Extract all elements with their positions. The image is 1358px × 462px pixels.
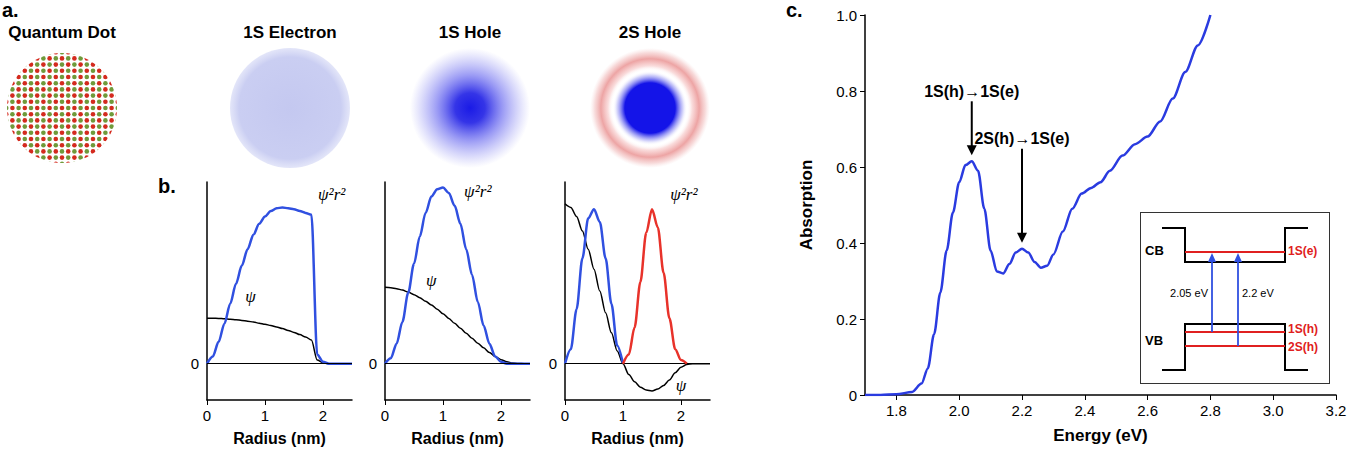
svg-text:2: 2 — [497, 407, 505, 424]
svg-text:1S(e): 1S(e) — [1288, 244, 1317, 258]
svg-text:0.8: 0.8 — [836, 83, 857, 100]
svg-text:1.0: 1.0 — [836, 7, 857, 24]
svg-text:VB: VB — [1145, 333, 1163, 348]
svg-text:Radius (nm): Radius (nm) — [411, 430, 503, 447]
html-text:a.: a. — [2, 0, 19, 21]
html-text:b.: b. — [158, 175, 176, 197]
html-text:c.: c. — [786, 0, 803, 21]
svg-text:CB: CB — [1145, 243, 1164, 258]
svg-text:2S Hole: 2S Hole — [619, 23, 681, 42]
svg-text:1.8: 1.8 — [886, 402, 907, 419]
svg-text:Energy (eV): Energy (eV) — [1053, 426, 1147, 445]
svg-text:0: 0 — [549, 355, 557, 372]
svg-text:ψ²r²: ψ²r² — [318, 185, 346, 204]
svg-text:2.05 eV: 2.05 eV — [1170, 287, 1209, 299]
svg-text:1S(h)→1S(e): 1S(h)→1S(e) — [924, 83, 1019, 100]
svg-text:3.2: 3.2 — [1326, 402, 1347, 419]
svg-text:0: 0 — [191, 355, 199, 372]
svg-text:ψ²r²: ψ²r² — [670, 185, 698, 204]
svg-text:ψ²r²: ψ²r² — [464, 182, 492, 201]
svg-text:0: 0 — [369, 355, 377, 372]
svg-text:Radius (nm): Radius (nm) — [591, 430, 683, 447]
svg-text:ψ: ψ — [426, 271, 437, 290]
svg-text:2S(h): 2S(h) — [1288, 340, 1318, 354]
svg-text:1: 1 — [439, 407, 447, 424]
svg-text:0.6: 0.6 — [836, 159, 857, 176]
svg-text:1: 1 — [619, 407, 627, 424]
svg-text:1S Hole: 1S Hole — [439, 23, 501, 42]
svg-text:Radius (nm): Radius (nm) — [233, 430, 325, 447]
svg-text:2.4: 2.4 — [1074, 402, 1095, 419]
svg-text:0.2: 0.2 — [836, 311, 857, 328]
svg-text:0: 0 — [381, 407, 389, 424]
svg-text:ψ: ψ — [245, 287, 256, 306]
svg-text:ψ: ψ — [676, 376, 687, 395]
svg-text:1: 1 — [261, 407, 269, 424]
svg-text:1S(h): 1S(h) — [1288, 322, 1318, 336]
svg-text:0: 0 — [203, 407, 211, 424]
svg-text:3.0: 3.0 — [1263, 402, 1284, 419]
svg-text:0: 0 — [561, 407, 569, 424]
svg-text:2.8: 2.8 — [1200, 402, 1221, 419]
svg-text:2.0: 2.0 — [949, 402, 970, 419]
svg-text:2: 2 — [319, 407, 327, 424]
svg-text:2: 2 — [677, 407, 685, 424]
svg-text:2S(h)→1S(e): 2S(h)→1S(e) — [974, 130, 1069, 147]
svg-text:2.6: 2.6 — [1137, 402, 1158, 419]
svg-text:1S Electron: 1S Electron — [243, 23, 337, 42]
svg-text:0: 0 — [849, 387, 857, 404]
svg-text:Quantum Dot: Quantum Dot — [8, 23, 116, 42]
svg-text:Absorption: Absorption — [797, 160, 816, 251]
svg-text:0.4: 0.4 — [836, 235, 857, 252]
svg-text:2.2 eV: 2.2 eV — [1242, 287, 1274, 299]
svg-text:2.2: 2.2 — [1012, 402, 1033, 419]
